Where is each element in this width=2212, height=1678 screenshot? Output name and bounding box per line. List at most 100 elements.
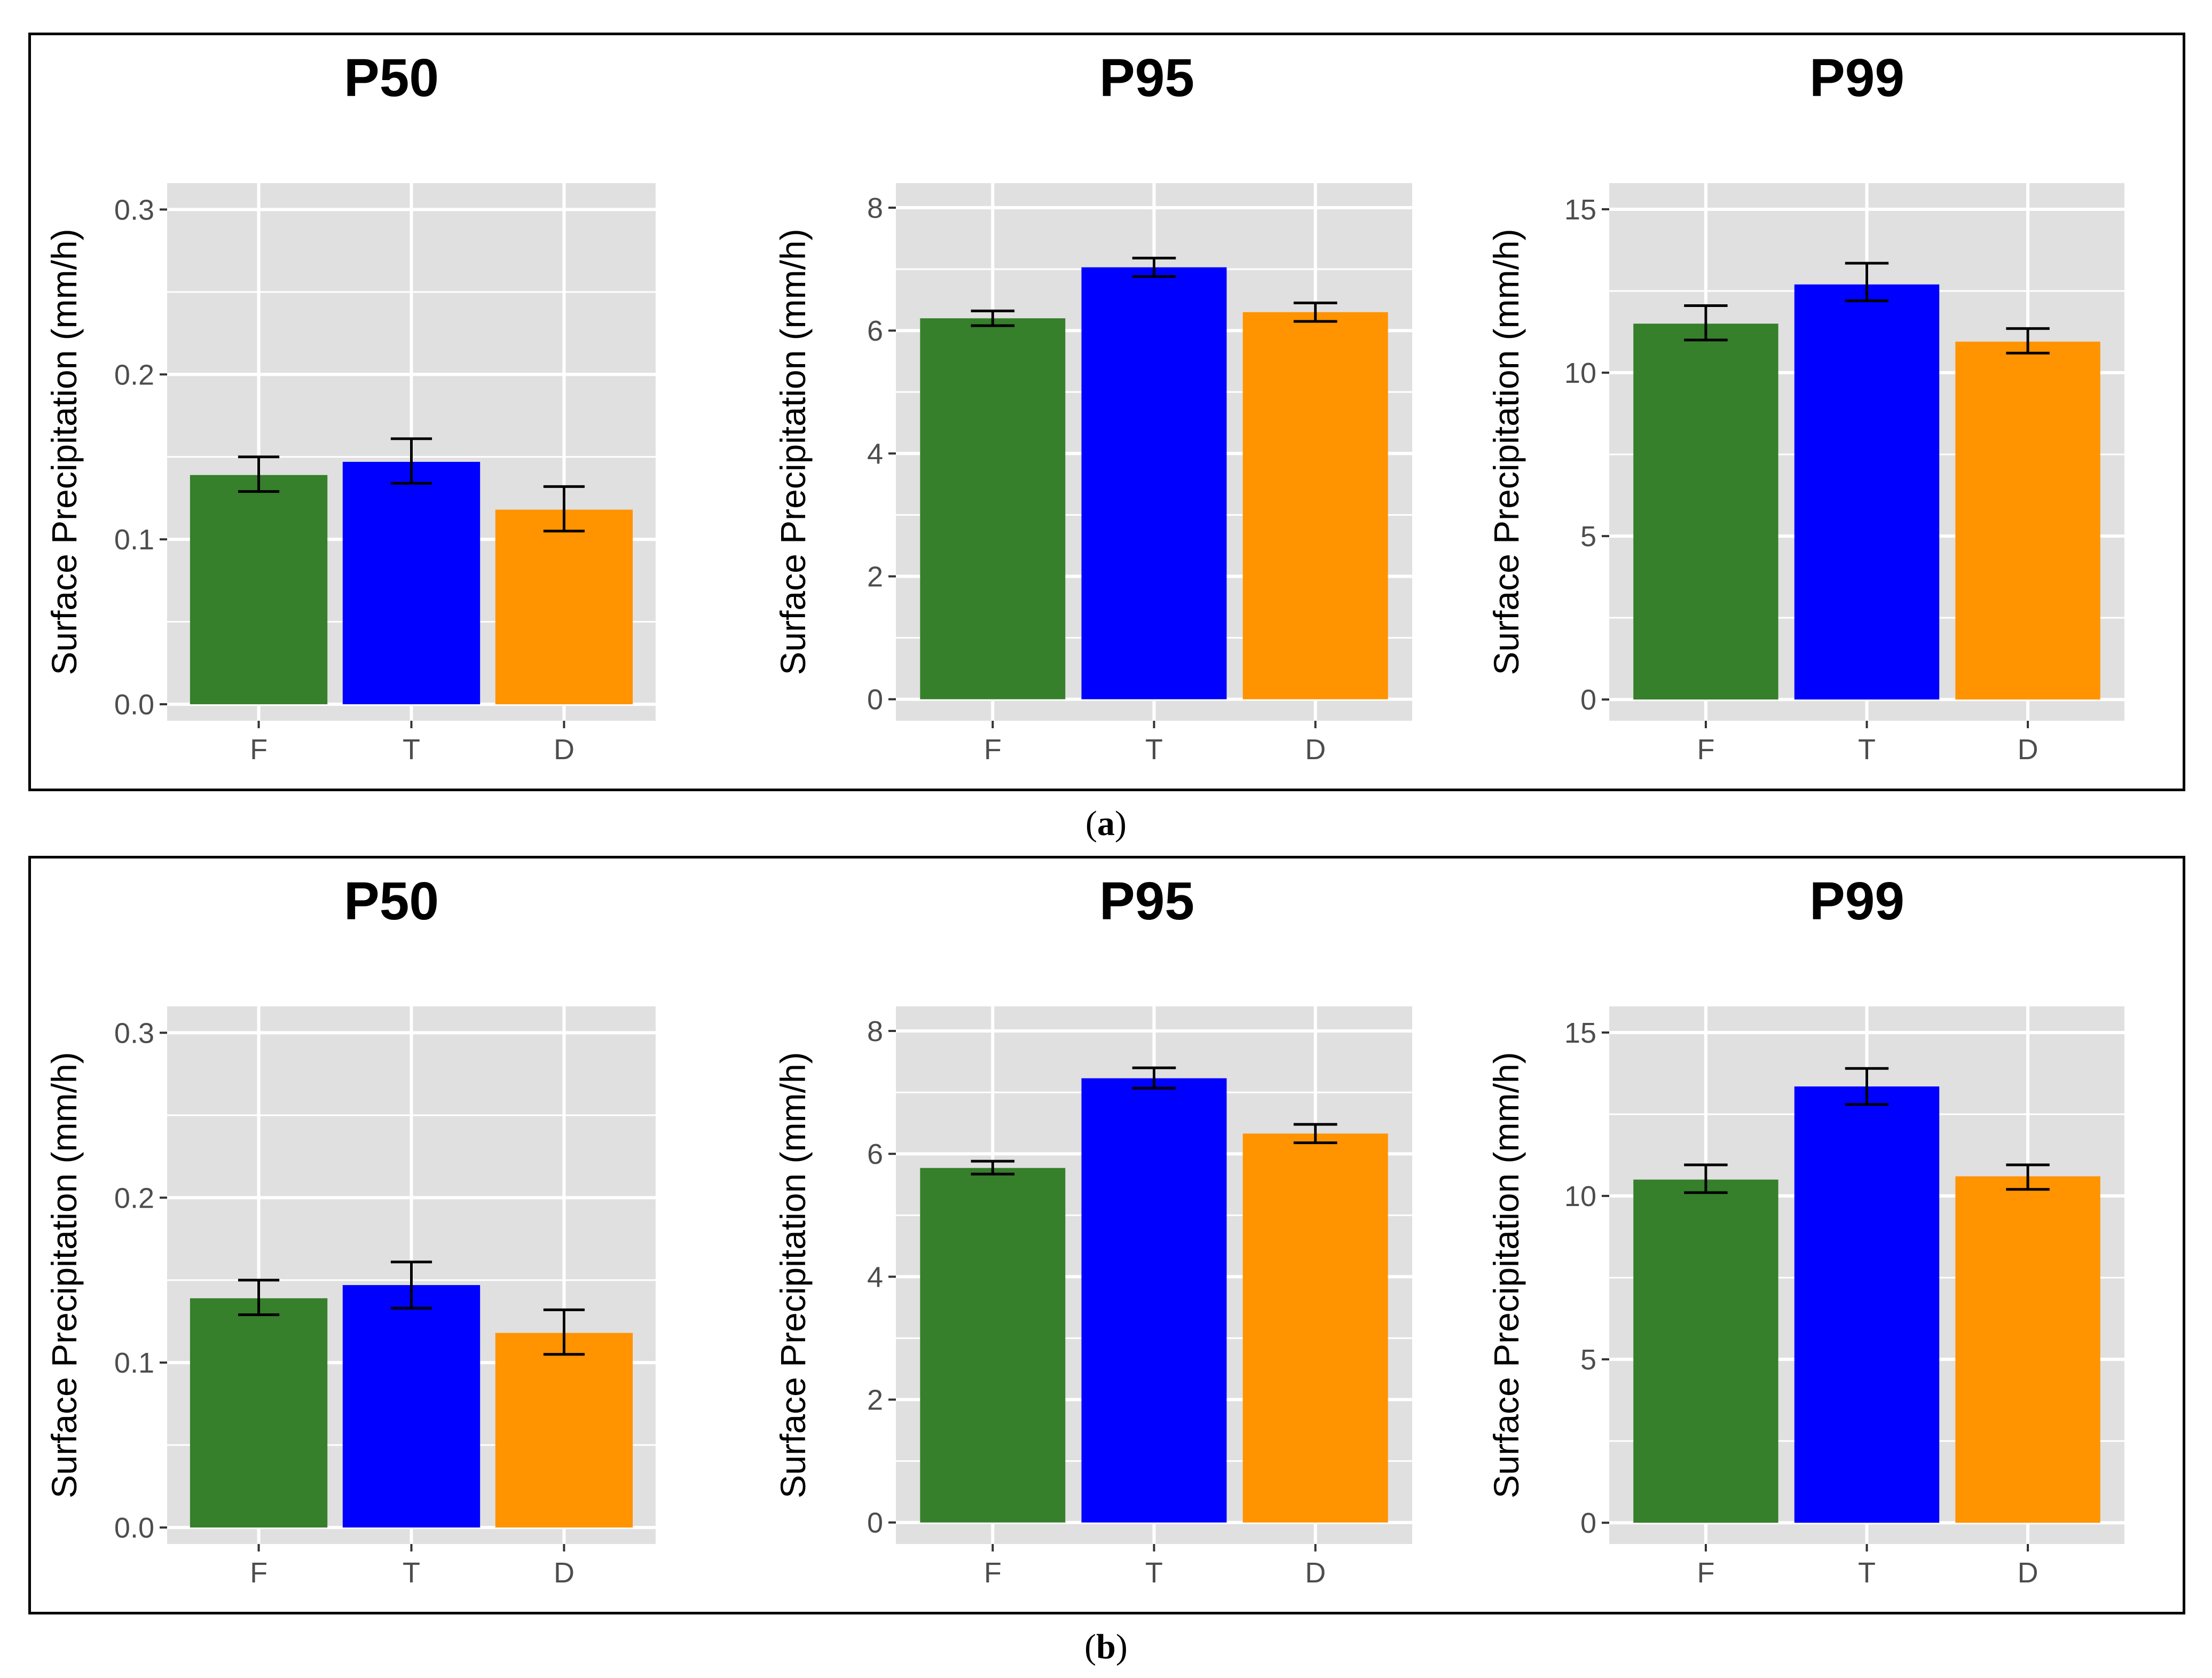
error-bar-T (1132, 256, 1176, 278)
bar-D (1242, 1133, 1388, 1523)
bar-T (1081, 267, 1227, 699)
x-tick-label: F (250, 1557, 267, 1589)
bar-F (1633, 1179, 1778, 1523)
bar-F (1633, 324, 1778, 700)
bar-T (1794, 1086, 1940, 1523)
bar-T (342, 462, 481, 705)
y-tick-label: 0.1 (114, 1347, 154, 1379)
x-tick-label: F (984, 734, 1002, 766)
y-tick-label: 4 (867, 1261, 883, 1293)
y-tick-label: 0 (1580, 684, 1596, 716)
bar-D (1242, 312, 1388, 699)
x-tick-label: F (1697, 1557, 1714, 1589)
y-tick-label: 0.2 (114, 1182, 154, 1214)
bar-T (342, 1285, 481, 1528)
chart-a-p50: P50 0.0 0.1 0.2 0.3 F T D Surface Precipitation … (44, 48, 656, 766)
y-tick-label: 2 (867, 561, 883, 593)
y-tick-label: 6 (867, 315, 883, 347)
error-bar-D (2006, 327, 2050, 354)
chart-a-p99: P99 0 5 10 15 F T D Surface Precipitation (mm/h) (1486, 48, 2124, 766)
error-bar-T (1132, 1066, 1176, 1090)
y-tick-label: 0.3 (114, 194, 154, 226)
error-bar-T (390, 437, 432, 485)
x-tick-label: D (554, 1557, 574, 1589)
error-bar-D (1293, 301, 1337, 323)
y-tick-label: 0.0 (114, 689, 154, 721)
bar-F (920, 1168, 1066, 1523)
x-tick-label: D (554, 734, 574, 766)
panel-a-caption: (a) (1085, 804, 1127, 843)
error-bar-F (971, 309, 1015, 327)
error-bar-F (1684, 1163, 1728, 1194)
chart-b-p99: P99 0 5 10 15 F T D Surface Precipitation (mm/h) (1486, 871, 2124, 1589)
y-tick-label: 0 (867, 1507, 883, 1539)
x-tick-label: D (1305, 734, 1326, 766)
chart-title: P50 (344, 871, 439, 931)
bar-F (920, 318, 1066, 699)
y-tick-label: 0 (1580, 1507, 1596, 1539)
y-tick-label: 8 (867, 1015, 883, 1047)
y-tick-label: 0.2 (114, 359, 154, 391)
error-bar-T (390, 1261, 432, 1310)
x-tick-label: T (1858, 734, 1876, 766)
bar-D (495, 509, 633, 705)
error-bar-T (1845, 1067, 1889, 1106)
error-bar-D (2006, 1163, 2050, 1191)
chart-b-p95: P95 0 2 4 6 8 F T D Surface Precipitation (mm/h) (773, 871, 1412, 1589)
panel-a-frame (28, 33, 2185, 791)
chart-title: P50 (344, 48, 439, 108)
y-tick-label: 15 (1564, 194, 1596, 226)
y-axis-label: Surface Precipitation (mm/h) (44, 1052, 84, 1498)
y-tick-label: 10 (1564, 1180, 1596, 1212)
x-tick-label: F (984, 1557, 1002, 1589)
error-bar-T (1845, 262, 1889, 302)
chart-title: P95 (1099, 48, 1194, 108)
panel-b-caption: (b) (1084, 1627, 1128, 1666)
y-tick-label: 0.0 (114, 1512, 154, 1544)
error-bar-D (543, 485, 585, 533)
y-axis-label: Surface Precipitation (mm/h) (1486, 229, 1526, 675)
y-tick-label: 10 (1564, 357, 1596, 389)
x-tick-label: T (1145, 1557, 1163, 1589)
x-tick-label: D (1305, 1557, 1326, 1589)
error-bar-D (1293, 1123, 1337, 1144)
chart-title: P95 (1099, 871, 1194, 931)
y-tick-label: 0 (867, 684, 883, 716)
chart-a-p95: P95 0 2 4 6 8 F T D Surface Precipitation (mm/h) (773, 48, 1412, 766)
x-tick-label: T (403, 1557, 420, 1589)
x-tick-label: T (1145, 734, 1163, 766)
y-tick-label: 5 (1580, 521, 1596, 553)
x-tick-label: F (250, 734, 267, 766)
error-bar-D (543, 1308, 585, 1356)
error-bar-F (1684, 304, 1728, 342)
chart-b-p50: P50 0.0 0.1 0.2 0.3 F T D Surface Precipitation … (44, 871, 656, 1589)
error-bar-F (238, 1279, 280, 1317)
y-tick-label: 0.1 (114, 524, 154, 556)
y-tick-label: 4 (867, 438, 883, 470)
y-tick-label: 15 (1564, 1017, 1596, 1049)
bar-T (1794, 284, 1940, 700)
y-tick-label: 0.3 (114, 1017, 154, 1049)
bar-D (495, 1333, 633, 1528)
y-tick-label: 6 (867, 1138, 883, 1170)
error-bar-F (971, 1160, 1015, 1176)
y-axis-label: Surface Precipitation (mm/h) (44, 229, 84, 675)
chart-title: P99 (1809, 48, 1904, 108)
y-axis-label: Surface Precipitation (mm/h) (773, 1052, 813, 1498)
bar-D (1955, 341, 2100, 700)
y-axis-label: Surface Precipitation (mm/h) (1486, 1052, 1526, 1498)
x-tick-label: T (403, 734, 420, 766)
error-bar-F (238, 455, 280, 493)
x-tick-label: T (1858, 1557, 1876, 1589)
y-axis-label: Surface Precipitation (mm/h) (773, 229, 813, 675)
x-tick-label: D (2018, 734, 2038, 766)
chart-title: P99 (1809, 871, 1904, 931)
y-tick-label: 5 (1580, 1344, 1596, 1376)
panel-b-frame (28, 856, 2185, 1614)
y-tick-label: 2 (867, 1384, 883, 1416)
x-tick-label: F (1697, 734, 1714, 766)
x-tick-label: D (2018, 1557, 2038, 1589)
bar-D (1955, 1176, 2100, 1523)
bar-T (1081, 1078, 1227, 1523)
bar-F (190, 475, 328, 705)
